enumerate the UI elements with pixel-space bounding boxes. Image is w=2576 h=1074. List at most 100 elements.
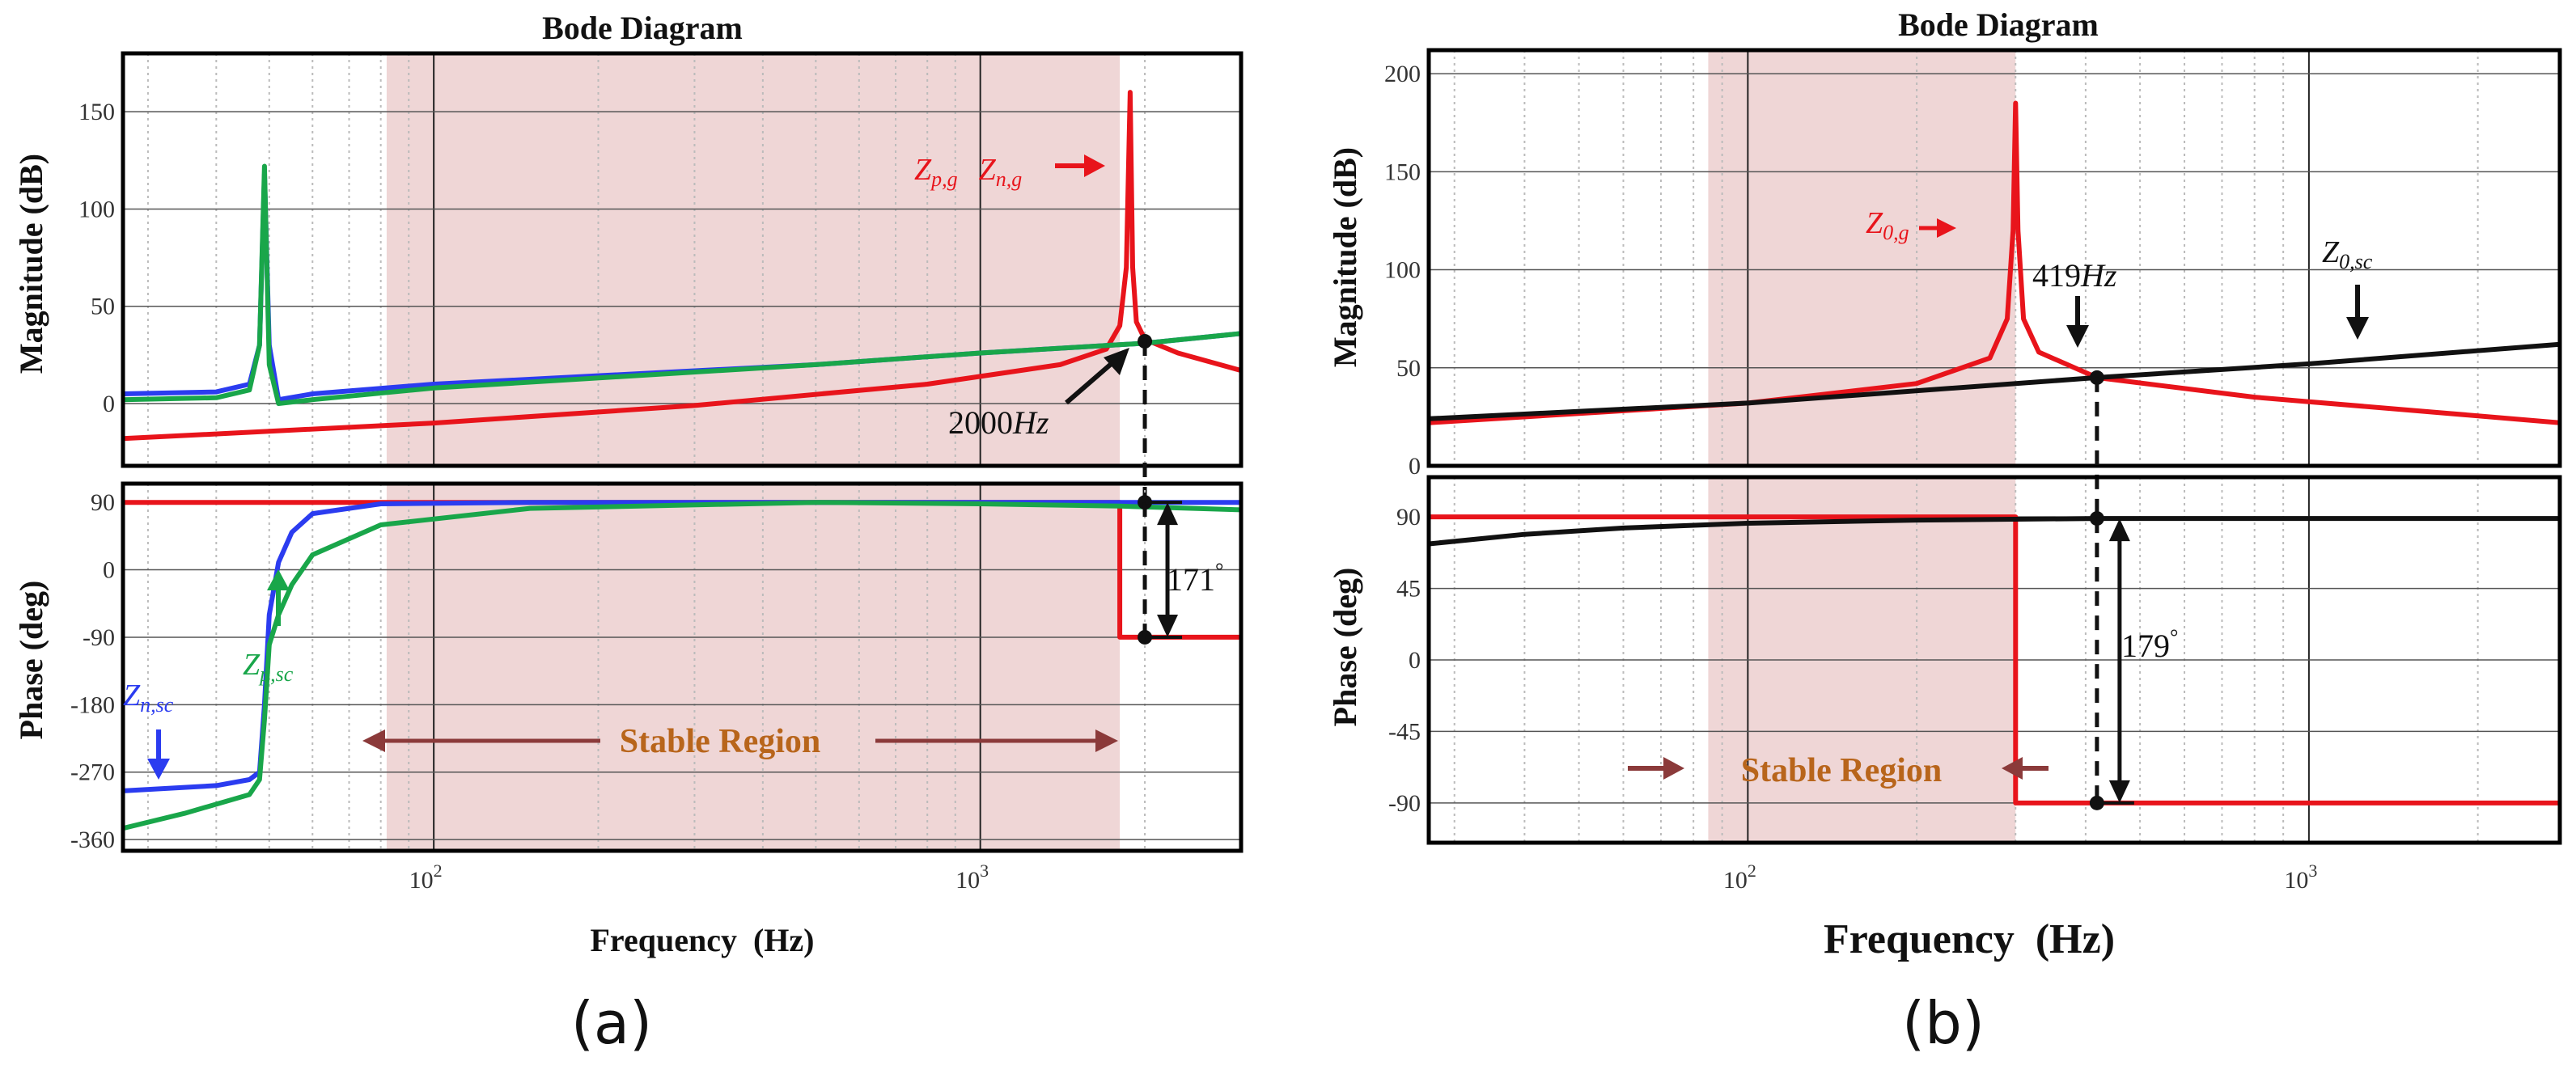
svg-text:Zn,sc: Zn,sc bbox=[123, 679, 174, 717]
zpsc-sub: p,sc bbox=[258, 662, 294, 686]
chart-a-mag-ytick-label: 150 bbox=[78, 99, 115, 125]
chart-b-ph-ytick-label: -90 bbox=[1388, 790, 1421, 817]
chart-b-ph-frame bbox=[1426, 475, 2562, 845]
chart-b-ph-ytick-label: 90 bbox=[1396, 504, 1421, 531]
zpg-arrow bbox=[1055, 154, 1105, 177]
zpg-main: Z bbox=[914, 153, 932, 187]
stable-a-arrow-left-head bbox=[362, 729, 385, 752]
chart-b-mag-frame bbox=[1426, 48, 2562, 468]
phase-margin-a-label: 171° bbox=[1167, 559, 1223, 598]
chart-b-mag-ytick-label: 150 bbox=[1384, 159, 1421, 185]
label-zpsc: Zp,sc bbox=[243, 569, 294, 686]
chart-b-mag-ytick-label: 100 bbox=[1384, 257, 1421, 284]
chart-b-pm-arrow-head-up bbox=[2108, 518, 2130, 542]
stable-region-label-b: Stable Region bbox=[1741, 752, 1943, 789]
chart-b-phase-plot: 90 45 0 -45 -90 102 103 bbox=[1388, 475, 2562, 894]
svg-text:Z0,g: Z0,g bbox=[1866, 206, 1909, 244]
chart-a-mag-ytick-label: 100 bbox=[78, 196, 115, 222]
chart-b-mag-ytick-label: 200 bbox=[1384, 61, 1421, 87]
chart-a-mag-ytick-label: 50 bbox=[91, 294, 115, 320]
chart-a-ph-ytick-label: 0 bbox=[103, 557, 115, 584]
svg-text:Zp,sc: Zp,sc bbox=[243, 648, 294, 686]
chart-a-mag-series-green bbox=[123, 163, 1241, 406]
panel-b: Bode Diagram 0 50 100 150 200 90 45 0 -45 -90 102… bbox=[1327, 6, 2562, 1057]
label-z0g: Z0,g bbox=[1866, 206, 1956, 244]
z0sc-main: Z bbox=[2322, 235, 2340, 269]
chart-b-ph-ytick-label: -45 bbox=[1388, 718, 1421, 745]
chart-a-ph-frame bbox=[121, 481, 1244, 853]
z0sc-arrow bbox=[2346, 285, 2369, 340]
znsc-main: Z bbox=[123, 679, 141, 712]
zng-sub: n,g bbox=[996, 167, 1023, 191]
phase-margin-b-unit: ° bbox=[2170, 625, 2178, 649]
chart-b-xlabel: Frequency (Hz) bbox=[1824, 916, 2115, 962]
chart-b-mag-ytick-label: 0 bbox=[1409, 453, 1421, 480]
chart-b-ph-ytick-label: 0 bbox=[1409, 647, 1421, 674]
chart-a-pm-arrow-head-up bbox=[1157, 502, 1179, 526]
stable-b-arrow-left-head bbox=[2002, 757, 2023, 780]
crossover-b-value: 419 bbox=[2032, 257, 2081, 294]
chart-a-magnitude-plot: 0 50 100 150 bbox=[78, 51, 1244, 503]
crossover-b-arrow bbox=[2066, 296, 2089, 348]
chart-a-mag-frame bbox=[121, 51, 1244, 468]
znsc-arrow bbox=[147, 729, 170, 780]
chart-a-ph-ytick-label: -90 bbox=[83, 624, 115, 651]
svg-text:Z0,sc: Z0,sc bbox=[2322, 235, 2373, 273]
z0sc-sub: 0,sc bbox=[2339, 250, 2373, 273]
svg-text:2000Hz: 2000Hz bbox=[948, 404, 1049, 441]
stable-region-label-a: Stable Region bbox=[620, 723, 821, 760]
crossover-b-unit: Hz bbox=[2080, 257, 2117, 294]
chart-a-mag-ytick-label: 0 bbox=[103, 391, 115, 417]
svg-text:Zp,gZn,g: Zp,g Zn,g bbox=[914, 153, 1022, 191]
znsc-sub: n,sc bbox=[140, 693, 174, 717]
chart-b-xtick-label: 103 bbox=[2284, 860, 2317, 894]
panel-a-label: (a) bbox=[571, 989, 652, 1057]
stable-region-b-arrow bbox=[1628, 757, 2049, 780]
phase-margin-a-value: 171 bbox=[1167, 561, 1215, 598]
label-znsc: Zn,sc bbox=[123, 679, 174, 780]
crossover-a-unit: Hz bbox=[1012, 404, 1049, 441]
stable-a-arrow-right-head bbox=[1095, 729, 1118, 752]
chart-a-ph-ytick-label: -360 bbox=[70, 827, 115, 853]
label-z0sc: Z0,sc bbox=[2322, 235, 2373, 340]
chart-b-ph-series-red bbox=[1429, 514, 2560, 806]
chart-a-ph-ytick-label: -270 bbox=[70, 759, 115, 786]
z0g-arrow bbox=[1919, 218, 1956, 238]
phase-margin-b-value: 179 bbox=[2121, 628, 2170, 664]
chart-b-mag-grid bbox=[1429, 50, 2560, 466]
stable-region-a-text: Stable Region bbox=[620, 723, 821, 760]
chart-a-xlabel: Frequency (Hz) bbox=[591, 922, 815, 958]
label-zpg-zng: Zp,g Zn,g bbox=[914, 153, 1105, 191]
panel-a: Bode Diagram 0 50 100 150 90 0 -90 -180 -270 -36… bbox=[13, 10, 1244, 1057]
chart-a-xtick-label: 103 bbox=[955, 860, 989, 894]
phase-margin-a-unit: ° bbox=[1215, 559, 1223, 582]
chart-b-magnitude-ylabel: Magnitude (dB) bbox=[1327, 147, 1363, 367]
zpsc-arrow bbox=[267, 569, 290, 626]
chart-a-title: Bode Diagram bbox=[542, 10, 743, 46]
z0g-main: Z bbox=[1866, 206, 1883, 240]
stable-b-arrow-right-head bbox=[1663, 757, 1684, 780]
chart-b-ph-ytick-label: 45 bbox=[1396, 576, 1421, 603]
chart-a-mag-stable-band bbox=[386, 53, 1121, 466]
stable-region-a-arrow bbox=[362, 729, 1118, 752]
phase-margin-a: 171° bbox=[1167, 559, 1223, 598]
svg-text:419Hz: 419Hz bbox=[2032, 257, 2117, 294]
chart-a-ph-stable-band bbox=[386, 484, 1121, 851]
chart-b-pm-arrow-head-down bbox=[2108, 780, 2130, 803]
chart-b-mag-ytick-label: 50 bbox=[1396, 355, 1421, 382]
chart-a-ph-series-green bbox=[123, 500, 1241, 831]
chart-a-ph-ytick-label: -180 bbox=[70, 691, 115, 718]
chart-b-magnitude-plot: 0 50 100 150 200 bbox=[1384, 48, 2562, 519]
crossover-label-a: 2000Hz bbox=[948, 348, 1129, 441]
crossover-label-b: 419Hz bbox=[2032, 257, 2117, 348]
phase-margin-b-label: 179° bbox=[2121, 625, 2178, 664]
chart-a-phase-ylabel: Phase (deg) bbox=[13, 581, 49, 740]
phase-margin-b: 179° bbox=[2121, 625, 2178, 664]
stable-region-b-text: Stable Region bbox=[1741, 752, 1943, 789]
chart-a-xtick-label: 102 bbox=[409, 860, 443, 894]
crossover-a-arrow bbox=[1065, 348, 1129, 405]
chart-b-phase-ylabel: Phase (deg) bbox=[1327, 568, 1363, 727]
chart-a-ph-ytick-label: 90 bbox=[91, 489, 115, 516]
chart-b-ph-series-black bbox=[1429, 516, 2560, 547]
